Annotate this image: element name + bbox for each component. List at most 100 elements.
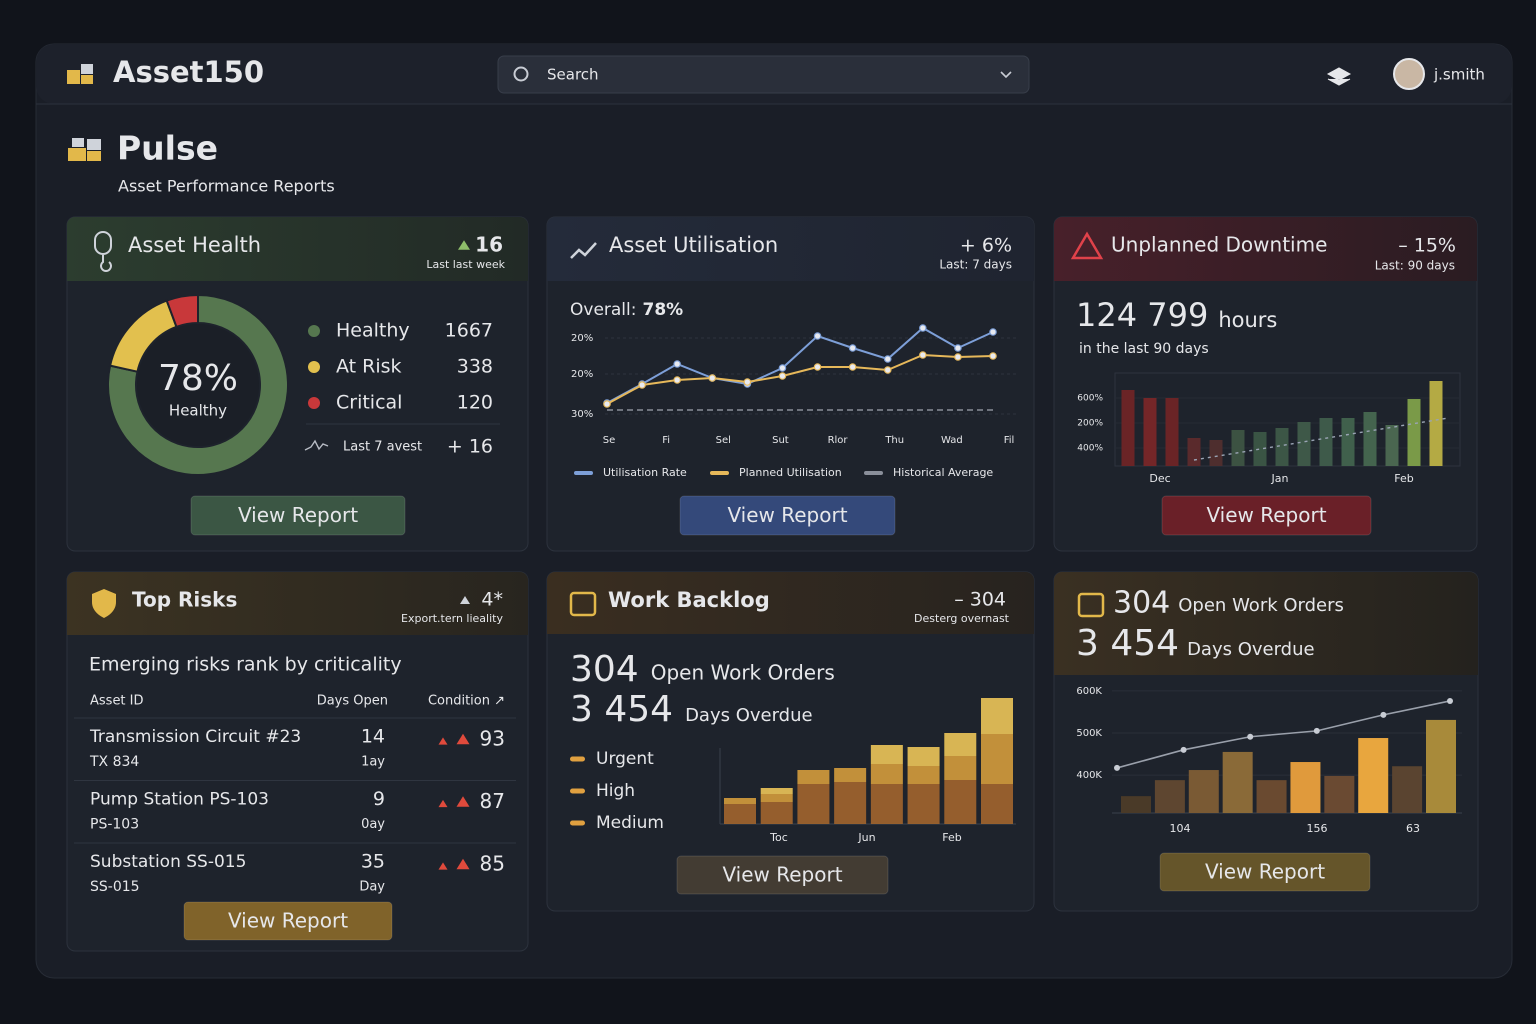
- condition-score: 87: [480, 789, 505, 813]
- asset-id: TX 834: [89, 754, 139, 770]
- health-icon: [94, 231, 112, 272]
- series-line: [1116, 700, 1451, 769]
- bar: [1341, 418, 1355, 466]
- bar-segment: [981, 698, 1013, 734]
- overall-label: Overall:: [570, 300, 636, 320]
- open-value: 304: [570, 649, 639, 690]
- bar-segment: [870, 784, 903, 824]
- downtime-unit: hours: [1218, 308, 1277, 332]
- card-header: [67, 217, 528, 281]
- bar: [1209, 440, 1223, 466]
- open-label: Open Work Orders: [651, 661, 835, 685]
- bar: [1429, 381, 1443, 466]
- donut-value: 78%: [158, 358, 238, 399]
- legend-label: Medium: [596, 813, 664, 833]
- x-tick-label: Toc: [769, 831, 788, 844]
- bar-segment: [870, 745, 903, 764]
- bar: [1385, 425, 1399, 466]
- x-tick-label: Dec: [1149, 472, 1170, 485]
- series-point: [603, 400, 611, 408]
- legend-label: High: [596, 781, 635, 801]
- button-label: View Report: [1206, 503, 1326, 527]
- card-header: [67, 572, 528, 635]
- card-title: Asset Health: [128, 233, 261, 257]
- bar: [1363, 412, 1377, 466]
- bar: [1253, 432, 1267, 466]
- open-value: 304: [1113, 586, 1170, 621]
- x-tick-label: Rlor: [828, 435, 849, 446]
- downtime-period: in the last 90 days: [1079, 341, 1209, 357]
- bar: [1121, 796, 1151, 813]
- y-tick-label: 500K: [1076, 728, 1102, 739]
- trend-arrow: [460, 596, 470, 604]
- bar: [1231, 430, 1245, 466]
- utilisation-icon: [570, 242, 597, 259]
- legend-label: Critical: [336, 392, 402, 414]
- days-unit: 1ay: [361, 755, 385, 770]
- legend-swatch: [570, 820, 585, 826]
- days-open: 14: [361, 726, 385, 748]
- bar: [1188, 770, 1219, 813]
- trend-value: + 16: [447, 436, 493, 458]
- series-point: [919, 351, 927, 359]
- bar-segment: [981, 734, 1013, 784]
- overdue-value: 3 454: [570, 689, 673, 730]
- search-dropdown[interactable]: [1000, 71, 1012, 79]
- days-open: 9: [373, 788, 385, 810]
- trend-arrow: [456, 733, 470, 745]
- y-tick-label: 20%: [571, 333, 593, 344]
- search-box[interactable]: [497, 55, 1030, 94]
- series-point: [1114, 764, 1120, 771]
- bar: [1222, 751, 1253, 813]
- series-point: [813, 332, 822, 340]
- series-point: [989, 352, 997, 360]
- view-report-button[interactable]: [183, 901, 393, 941]
- search-icon: [513, 66, 529, 82]
- view-report-button[interactable]: [679, 495, 896, 536]
- column-header: Condition ↗: [428, 694, 505, 709]
- trend-label: Last 7 avest: [343, 440, 422, 455]
- delta: – 304: [954, 589, 1006, 611]
- bar: [1297, 422, 1311, 466]
- bar-segment: [797, 770, 830, 784]
- bar: [1143, 398, 1157, 466]
- trend-line: [1193, 417, 1449, 461]
- bar-segment: [870, 764, 903, 784]
- bar-segment: [760, 794, 793, 802]
- delta: + 6%: [960, 235, 1012, 257]
- card-title: Unplanned Downtime: [1111, 233, 1327, 257]
- x-tick-label: 104: [1170, 822, 1191, 835]
- bar-segment: [724, 804, 756, 824]
- delta: 16: [475, 233, 503, 257]
- series-point: [673, 376, 681, 384]
- legend-label: Urgent: [596, 749, 654, 769]
- y-tick-label: 400%: [1077, 444, 1103, 454]
- page-subtitle: Asset Performance Reports: [118, 177, 335, 196]
- series-point: [1447, 697, 1453, 704]
- avatar[interactable]: [1393, 58, 1425, 90]
- brand-icon: [67, 64, 93, 84]
- layers-menu[interactable]: [1326, 67, 1352, 86]
- bar-segment: [907, 784, 940, 824]
- backlog-icon: [569, 591, 597, 617]
- asset-name: Substation SS-015: [90, 852, 246, 872]
- card-title: Top Risks: [132, 588, 237, 612]
- x-tick-label: Feb: [942, 831, 961, 844]
- donut-segment: [107, 293, 289, 476]
- bar: [1392, 766, 1423, 813]
- series-line: [606, 353, 994, 405]
- view-report-button[interactable]: [676, 855, 889, 895]
- delta-note: Last last week: [426, 258, 505, 271]
- bar: [1275, 428, 1289, 466]
- series-point: [1247, 733, 1254, 740]
- bar: [1187, 438, 1201, 466]
- view-report-button[interactable]: [1161, 495, 1372, 536]
- view-report-button[interactable]: [1159, 852, 1371, 892]
- view-report-button[interactable]: [190, 495, 406, 536]
- days-open: 35: [361, 851, 385, 873]
- button-label: View Report: [722, 863, 842, 887]
- condition-score: 93: [480, 727, 505, 751]
- trend-arrow: [438, 799, 448, 808]
- legend-swatch: [864, 471, 883, 475]
